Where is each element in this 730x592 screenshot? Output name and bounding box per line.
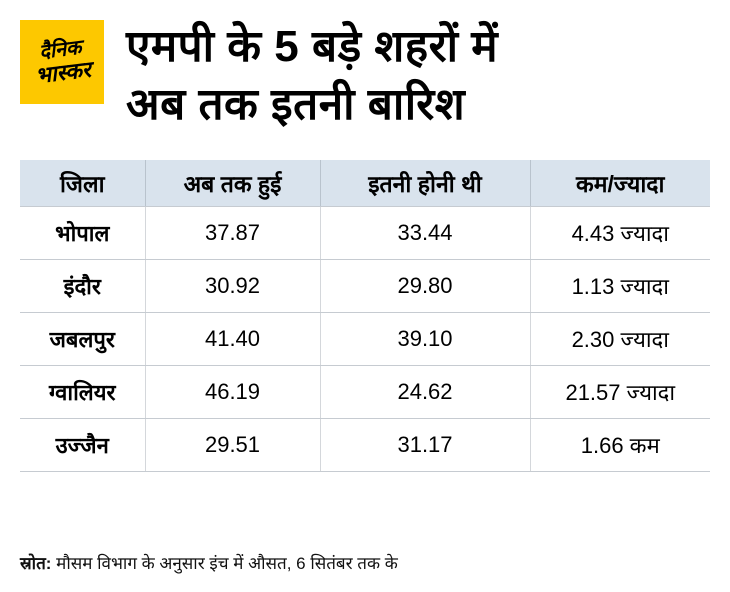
cell-expected: 31.17 xyxy=(320,418,531,472)
cell-diff: 1.66 कम xyxy=(530,418,710,472)
title-line2: अब तक इतनी बारिश xyxy=(126,80,466,130)
cell-district: उज्जैन xyxy=(20,418,146,472)
cell-actual: 29.51 xyxy=(145,418,321,472)
cell-expected: 33.44 xyxy=(320,206,531,260)
cell-expected: 24.62 xyxy=(320,365,531,419)
cell-diff: 21.57 ज्यादा xyxy=(530,365,710,419)
cell-district: ग्वालियर xyxy=(20,365,146,419)
cell-district: जबलपुर xyxy=(20,312,146,366)
table-row: उज्जैन 29.51 31.17 1.66 कम xyxy=(20,418,710,472)
page-title: एमपी के 5 बड़े शहरों में अब तक इतनी बारि… xyxy=(126,18,498,134)
logo-text: दैनिक भास्कर xyxy=(32,37,93,89)
col-header-diff: कम/ज्यादा xyxy=(530,160,710,207)
rainfall-table: जिला अब तक हुई इतनी होनी थी कम/ज्यादा भो… xyxy=(20,160,710,472)
cell-expected: 29.80 xyxy=(320,259,531,313)
title-line1: एमपी के 5 बड़े शहरों में xyxy=(126,22,499,71)
cell-diff: 1.13 ज्यादा xyxy=(530,259,710,313)
source-text: मौसम विभाग के अनुसार इंच में औसत, 6 सितं… xyxy=(56,554,398,573)
source-label: स्रोत: xyxy=(20,554,52,573)
cell-diff: 4.43 ज्यादा xyxy=(530,206,710,260)
cell-expected: 39.10 xyxy=(320,312,531,366)
col-header-expected: इतनी होनी थी xyxy=(320,160,531,207)
cell-actual: 41.40 xyxy=(145,312,321,366)
table-row: इंदौर 30.92 29.80 1.13 ज्यादा xyxy=(20,259,710,313)
cell-actual: 46.19 xyxy=(145,365,321,419)
header: दैनिक भास्कर एमपी के 5 बड़े शहरों में अब… xyxy=(20,18,710,134)
col-header-district: जिला xyxy=(20,160,146,207)
cell-district: इंदौर xyxy=(20,259,146,313)
cell-district: भोपाल xyxy=(20,206,146,260)
dainik-bhaskar-logo: दैनिक भास्कर xyxy=(20,20,104,104)
col-header-actual: अब तक हुई xyxy=(145,160,321,207)
table-row: भोपाल 37.87 33.44 4.43 ज्यादा xyxy=(20,206,710,260)
logo-line2: भास्कर xyxy=(34,56,93,89)
cell-actual: 37.87 xyxy=(145,206,321,260)
cell-actual: 30.92 xyxy=(145,259,321,313)
source-note: स्रोत: मौसम विभाग के अनुसार इंच में औसत,… xyxy=(20,551,398,574)
cell-diff: 2.30 ज्यादा xyxy=(530,312,710,366)
table-row: जबलपुर 41.40 39.10 2.30 ज्यादा xyxy=(20,312,710,366)
table-row: ग्वालियर 46.19 24.62 21.57 ज्यादा xyxy=(20,365,710,419)
table-header-row: जिला अब तक हुई इतनी होनी थी कम/ज्यादा xyxy=(20,160,710,207)
